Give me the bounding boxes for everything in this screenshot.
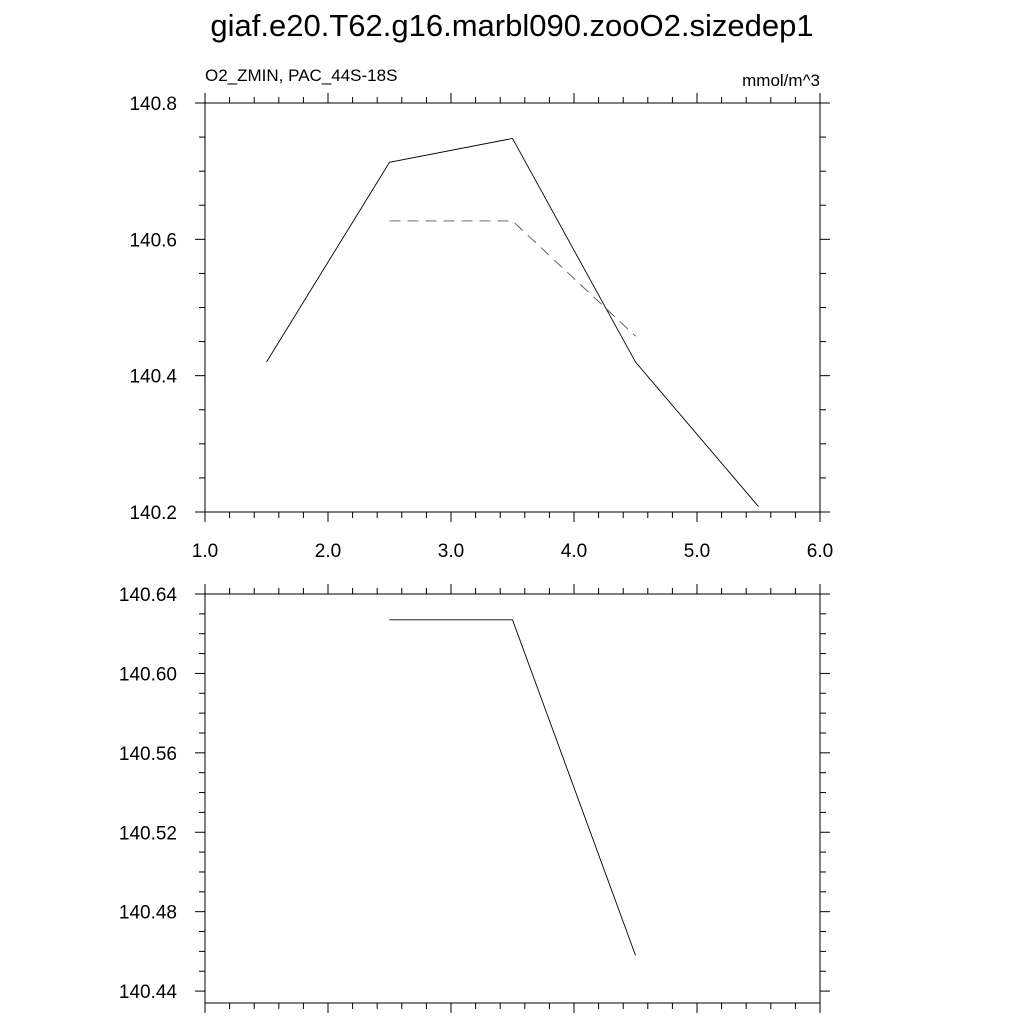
y-tick-label: 140.64: [119, 585, 178, 606]
units-label: mmol/m^3: [742, 71, 820, 90]
plot-frame: [204, 593, 821, 1004]
x-tick-label: 6.0: [807, 541, 833, 562]
y-tick-label: 140.60: [119, 664, 177, 685]
variable-region-label: O2_ZMIN, PAC_44S-18S: [205, 66, 397, 85]
y-tick-label: 140.56: [119, 744, 177, 765]
y-tick-label: 140.48: [119, 903, 177, 924]
series-line-dashed: [389, 220, 636, 337]
x-tick-label: 1.0: [192, 541, 218, 562]
x-tick-label: 3.0: [438, 541, 464, 562]
series-line-solid: [266, 137, 759, 507]
x-tick-label: 5.0: [684, 541, 710, 562]
figure-title: giaf.e20.T62.g16.marbl090.zooO2.sizedep1: [210, 8, 814, 43]
y-tick-label: 140.52: [119, 823, 177, 844]
y-tick-label: 140.44: [119, 982, 178, 1003]
series-line-solid: [389, 619, 636, 956]
plot-frame: [204, 102, 821, 513]
upper-line-panel: 140.2 140.4 140.6 140.8 1.0 2.0 3.0 4.0 5.0 6.0 O2…: [129, 66, 833, 562]
y-tick-label: 140.2: [129, 503, 177, 524]
x-tick-label: 4.0: [561, 541, 587, 562]
y-tick-label: 140.6: [129, 230, 177, 251]
y-tick-label: 140.4: [129, 367, 177, 388]
y-tick-label: 140.8: [129, 94, 177, 115]
lower-line-panel: 140.44 140.48 140.52 140.56 140.60 140.64: [119, 584, 830, 1013]
x-tick-label: 2.0: [315, 541, 341, 562]
